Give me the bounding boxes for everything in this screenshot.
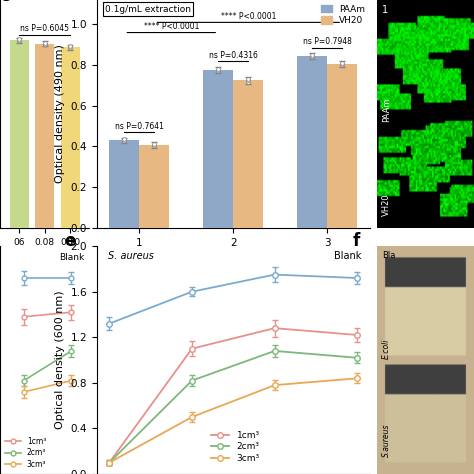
Point — [214, 66, 222, 74]
Text: Blank: Blank — [60, 253, 85, 262]
Text: b: b — [64, 0, 76, 4]
Point — [120, 137, 128, 145]
Point — [214, 68, 222, 75]
Point — [151, 142, 158, 150]
Point — [66, 44, 74, 51]
Point — [245, 75, 252, 83]
Bar — [139, 145, 169, 228]
Text: S. aureus: S. aureus — [108, 251, 154, 261]
Text: ns P=0.7641: ns P=0.7641 — [115, 122, 164, 131]
Bar — [9, 40, 29, 228]
Text: PAAm: PAAm — [382, 97, 391, 122]
X-axis label: n (g/mL): n (g/mL) — [24, 252, 65, 262]
Point — [41, 41, 48, 49]
Text: f: f — [353, 232, 360, 250]
Point — [66, 45, 74, 52]
Point — [41, 39, 48, 47]
Point — [120, 137, 128, 144]
Text: 1: 1 — [382, 5, 388, 15]
Bar — [233, 81, 264, 228]
Point — [15, 36, 23, 43]
Bar — [327, 64, 357, 228]
Point — [120, 136, 128, 143]
Text: 0.1g/mL extraction: 0.1g/mL extraction — [105, 5, 191, 14]
Point — [245, 78, 252, 85]
Text: E.coli: E.coli — [382, 338, 391, 359]
Point — [338, 59, 346, 66]
Point — [66, 43, 74, 50]
Legend: 1cm³, 2cm³, 3cm³: 1cm³, 2cm³, 3cm³ — [210, 429, 262, 465]
Text: S.aureus: S.aureus — [382, 423, 391, 456]
Text: 8: 8 — [0, 0, 10, 4]
Point — [309, 52, 316, 60]
Text: ns P=0.4316: ns P=0.4316 — [209, 51, 258, 60]
Legend: 1cm³, 2cm³, 3cm³: 1cm³, 2cm³, 3cm³ — [4, 436, 48, 470]
Point — [309, 51, 316, 59]
Bar — [203, 70, 233, 228]
Point — [245, 77, 252, 84]
Text: **** P<0.0001: **** P<0.0001 — [144, 22, 199, 31]
Text: c: c — [353, 0, 363, 4]
Text: VH20: VH20 — [382, 194, 391, 217]
X-axis label: Culture time (day): Culture time (day) — [182, 253, 284, 263]
Legend: PAAm, VH20: PAAm, VH20 — [321, 5, 365, 25]
Bar — [61, 47, 80, 228]
Point — [41, 40, 48, 48]
Text: Bla: Bla — [382, 251, 395, 260]
Point — [338, 62, 346, 69]
Text: **** P<0.0001: **** P<0.0001 — [220, 12, 276, 21]
Bar — [297, 56, 327, 228]
Text: e: e — [64, 232, 75, 250]
Text: ns P=0.6045: ns P=0.6045 — [20, 24, 69, 33]
Text: ns P=0.7948: ns P=0.7948 — [303, 37, 352, 46]
Text: Blank: Blank — [334, 251, 362, 261]
Point — [151, 141, 158, 149]
Bar — [109, 140, 139, 228]
Point — [15, 37, 23, 45]
Point — [214, 65, 222, 73]
Y-axis label: Optical density (600 nm): Optical density (600 nm) — [55, 291, 65, 429]
Point — [15, 36, 23, 44]
Point — [338, 60, 346, 68]
Point — [151, 140, 158, 147]
Y-axis label: Optical density (490 nm): Optical density (490 nm) — [55, 45, 65, 183]
Bar — [35, 44, 54, 228]
Point — [309, 53, 316, 61]
